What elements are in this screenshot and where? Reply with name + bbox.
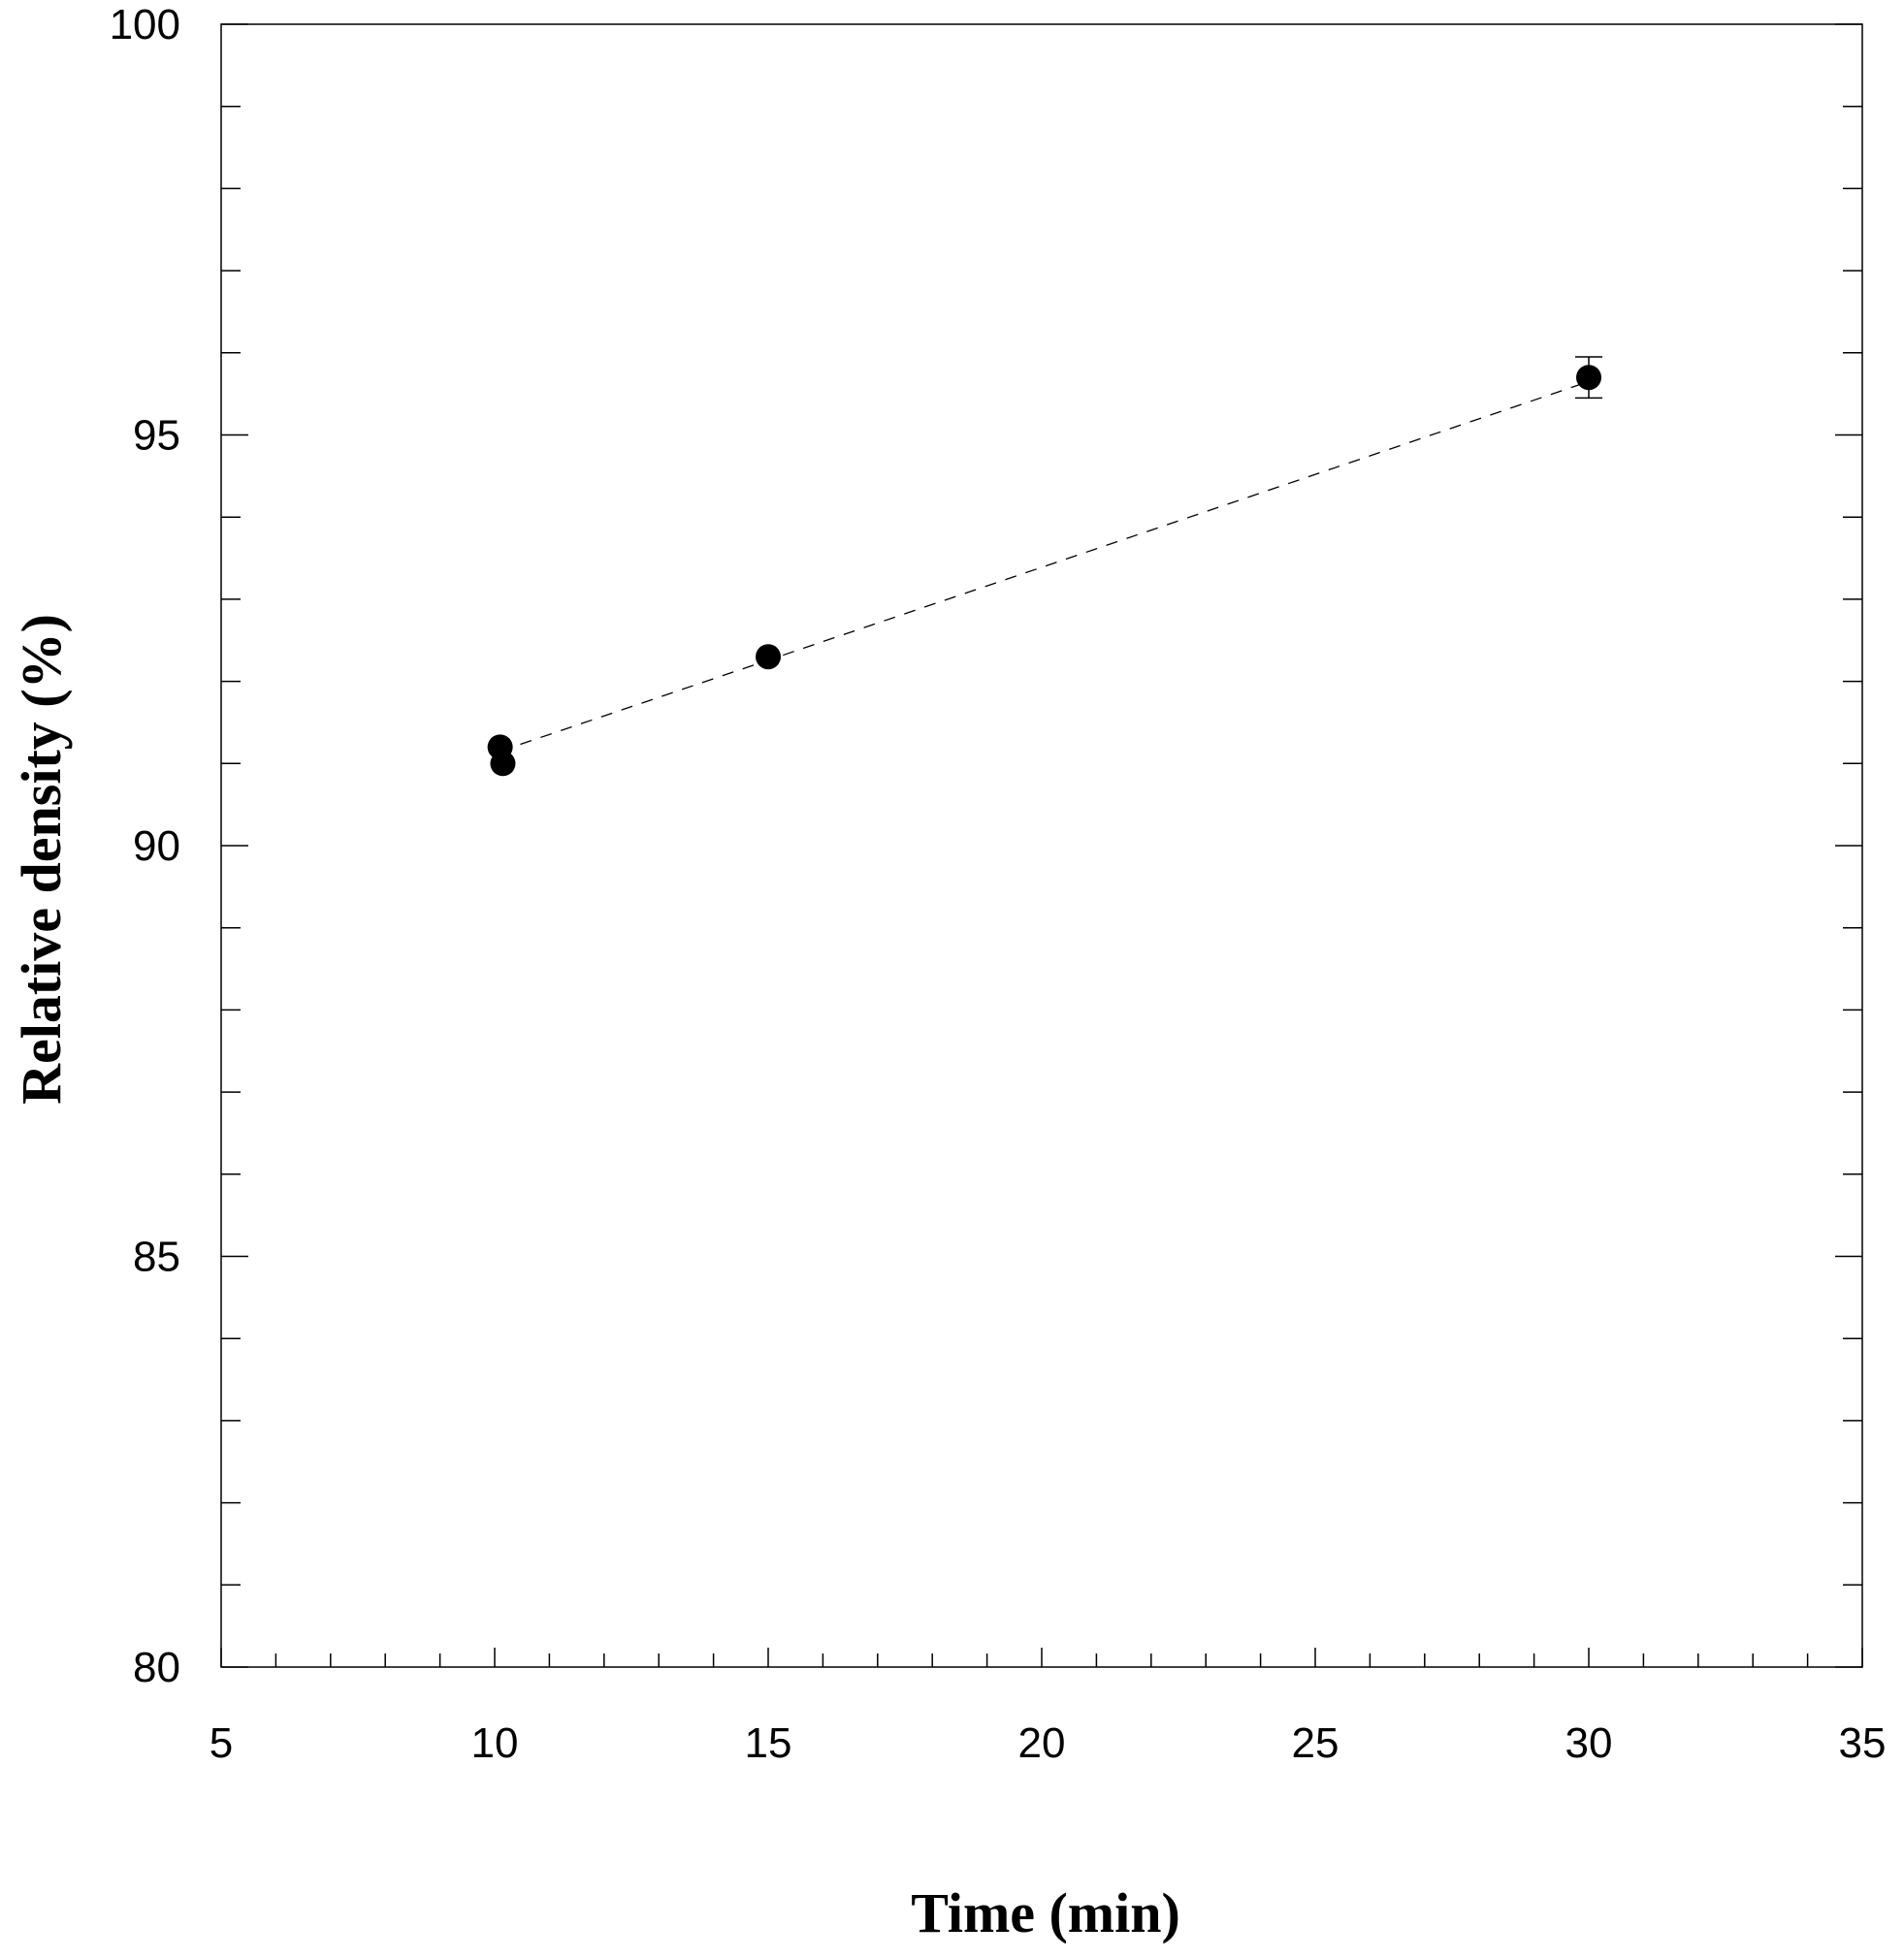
points-layer (487, 356, 1602, 777)
data-point (756, 644, 781, 670)
x-tick-label: 10 (471, 1719, 519, 1767)
y-tick-label: 100 (110, 1, 180, 48)
ticks-layer (220, 23, 1863, 1668)
data-point (490, 751, 516, 777)
y-axis-title: Relative density (%) (10, 614, 73, 1105)
x-tick-label: 5 (210, 1719, 233, 1767)
data-point (1576, 365, 1601, 391)
tick-labels: 5 10 15 20 25 30 35 80 85 90 95 100 (110, 1, 1887, 1767)
plot-frame (220, 23, 1863, 1668)
x-tick-label: 30 (1565, 1719, 1613, 1767)
x-axis-title: Time (min) (911, 1881, 1180, 1944)
x-tick-label: 25 (1292, 1719, 1339, 1767)
trend-line (500, 380, 1590, 753)
y-tick-label: 85 (133, 1234, 180, 1281)
y-tick-label: 95 (133, 412, 180, 460)
y-tick-label: 90 (133, 822, 180, 870)
x-tick-label: 15 (745, 1719, 792, 1767)
trend-layer (500, 380, 1590, 753)
y-tick-label: 80 (133, 1644, 180, 1691)
x-tick-label: 20 (1018, 1719, 1066, 1767)
x-tick-label: 35 (1839, 1719, 1887, 1767)
